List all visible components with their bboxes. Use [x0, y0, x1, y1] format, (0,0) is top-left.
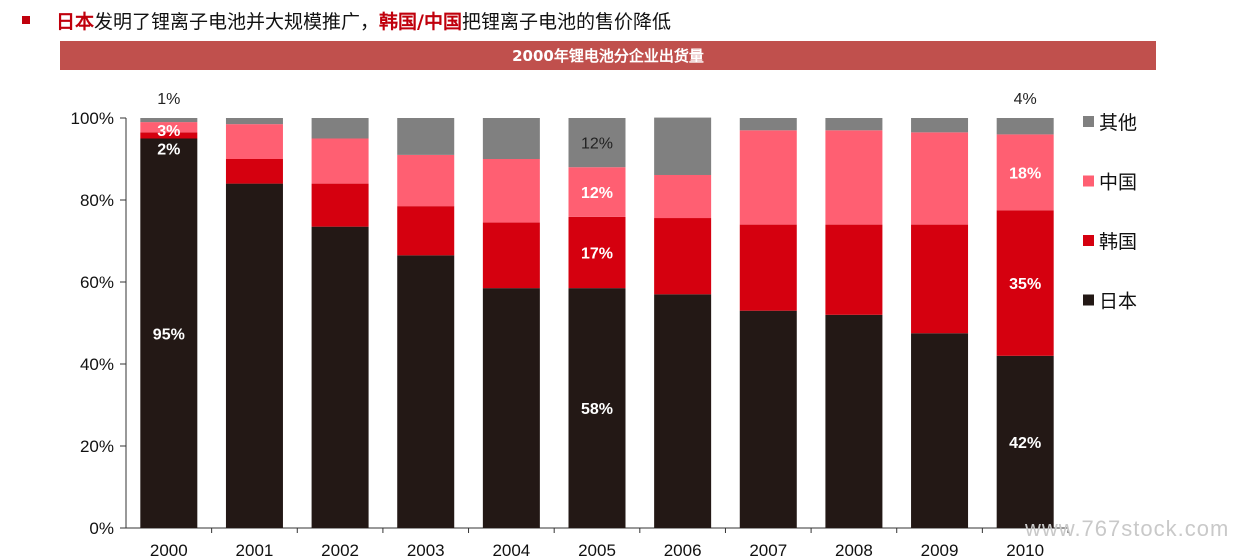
bar-segment-2006-韩国 [654, 218, 712, 295]
x-tick-label: 2006 [664, 541, 702, 560]
legend-label: 中国 [1099, 172, 1137, 194]
y-tick-label: 80% [80, 191, 114, 210]
legend-swatch-其他 [1083, 116, 1094, 127]
headline-text-2: 把锂离子电池的售价降低 [461, 10, 671, 33]
y-tick-label: 60% [80, 273, 114, 292]
x-tick-label: 2002 [321, 541, 359, 560]
bar-segment-2010-日本 [996, 355, 1054, 528]
bar-segment-2006-日本 [654, 294, 712, 528]
bar-segment-2001-中国 [225, 124, 283, 159]
bullet-icon [22, 16, 30, 24]
y-tick-label: 100% [71, 109, 114, 128]
data-label: 58% [581, 401, 613, 418]
bar-segment-2001-其他 [225, 118, 283, 125]
y-tick-label: 40% [80, 355, 114, 374]
bar-segment-2007-其他 [739, 118, 797, 131]
data-label: 1% [157, 91, 180, 108]
x-tick-label: 2010 [1006, 541, 1044, 560]
bar-segment-2003-韩国 [397, 206, 455, 256]
headline-korea-china: 韩国/中国 [379, 10, 462, 33]
bar-segment-2010-中国 [996, 134, 1054, 211]
x-tick-label: 2004 [492, 541, 530, 560]
bar-segment-2005-其他 [568, 118, 626, 168]
headline-japan: 日本 [56, 10, 95, 33]
bar-segment-2001-日本 [225, 183, 283, 528]
x-tick-label: 2009 [921, 541, 959, 560]
legend-swatch-日本 [1083, 294, 1094, 306]
bar-segment-2007-韩国 [739, 224, 797, 311]
bar-segment-2003-其他 [397, 118, 455, 155]
bar-segment-2001-韩国 [225, 159, 283, 184]
data-label: 4% [1014, 91, 1037, 108]
headline-text-1: 发明了锂离子电池并大规模推广， [94, 10, 380, 33]
bar-segment-2000-韩国 [140, 132, 198, 139]
bar-segment-2000-中国 [140, 122, 198, 133]
bar-segment-2009-中国 [911, 132, 969, 225]
bar-segment-2008-中国 [825, 130, 883, 225]
bar-segment-2002-韩国 [311, 183, 369, 227]
bar-segment-2008-其他 [825, 118, 883, 131]
legend-swatch-韩国 [1083, 235, 1094, 246]
chart-title: 2000年锂电池分企业出货量 [512, 47, 704, 65]
bar-segment-2005-韩国 [568, 216, 626, 289]
bar-segment-2004-中国 [482, 159, 540, 223]
y-tick-label: 20% [80, 437, 114, 456]
data-label: 95% [153, 326, 185, 343]
legend-label: 日本 [1099, 291, 1137, 313]
x-tick-label: 2003 [407, 541, 445, 560]
data-label: 12% [581, 185, 613, 202]
data-label: 42% [1009, 435, 1041, 452]
bar-segment-2000-其他 [140, 118, 198, 123]
bar-segment-2004-其他 [482, 118, 540, 159]
data-label: 17% [581, 245, 613, 262]
bar-segment-2002-中国 [311, 138, 369, 184]
bar-segment-2003-日本 [397, 255, 455, 528]
bar-segment-2004-韩国 [482, 222, 540, 289]
bar-segment-2006-中国 [654, 174, 712, 219]
bar-segment-2010-其他 [996, 118, 1054, 135]
x-tick-label: 2007 [749, 541, 787, 560]
bar-segment-2009-其他 [911, 118, 969, 133]
bar-segment-2002-日本 [311, 226, 369, 528]
legend-swatch-中国 [1083, 175, 1094, 187]
data-label: 12% [581, 136, 613, 153]
data-label: 3% [157, 123, 180, 140]
bar-segment-2005-日本 [568, 288, 626, 528]
data-label: 2% [157, 142, 180, 159]
bar-segment-2003-中国 [397, 154, 455, 207]
bar-segment-2002-其他 [311, 118, 369, 139]
bar-segment-2004-日本 [482, 288, 540, 528]
bar-segment-2007-日本 [739, 310, 797, 528]
bar-segment-2009-日本 [911, 333, 969, 528]
legend-label: 韩国 [1099, 231, 1137, 253]
y-tick-label: 0% [89, 519, 114, 538]
headline: 日本 发明了锂离子电池并大规模推广， 韩国/中国 把锂离子电池的售价降低 [22, 6, 671, 34]
bar-segment-2008-日本 [825, 314, 883, 528]
bar-segment-2005-中国 [568, 167, 626, 217]
data-label: 18% [1009, 165, 1041, 182]
x-tick-label: 2000 [150, 541, 188, 560]
legend-label: 其他 [1099, 112, 1137, 134]
bar-segment-2009-韩国 [911, 224, 969, 334]
watermark: www.767stock.com [1025, 516, 1230, 541]
x-tick-label: 2001 [236, 541, 274, 560]
bar-segment-2010-韩国 [996, 210, 1054, 356]
data-label: 35% [1009, 276, 1041, 293]
bar-segment-2000-日本 [140, 138, 198, 528]
x-tick-label: 2008 [835, 541, 873, 560]
bar-segment-2006-其他 [654, 117, 712, 175]
bar-segment-2008-韩国 [825, 224, 883, 315]
chart-title-banner: 2000年锂电池分企业出货量 [60, 41, 1156, 70]
bar-segment-2007-中国 [739, 130, 797, 225]
x-tick-label: 2005 [578, 541, 616, 560]
